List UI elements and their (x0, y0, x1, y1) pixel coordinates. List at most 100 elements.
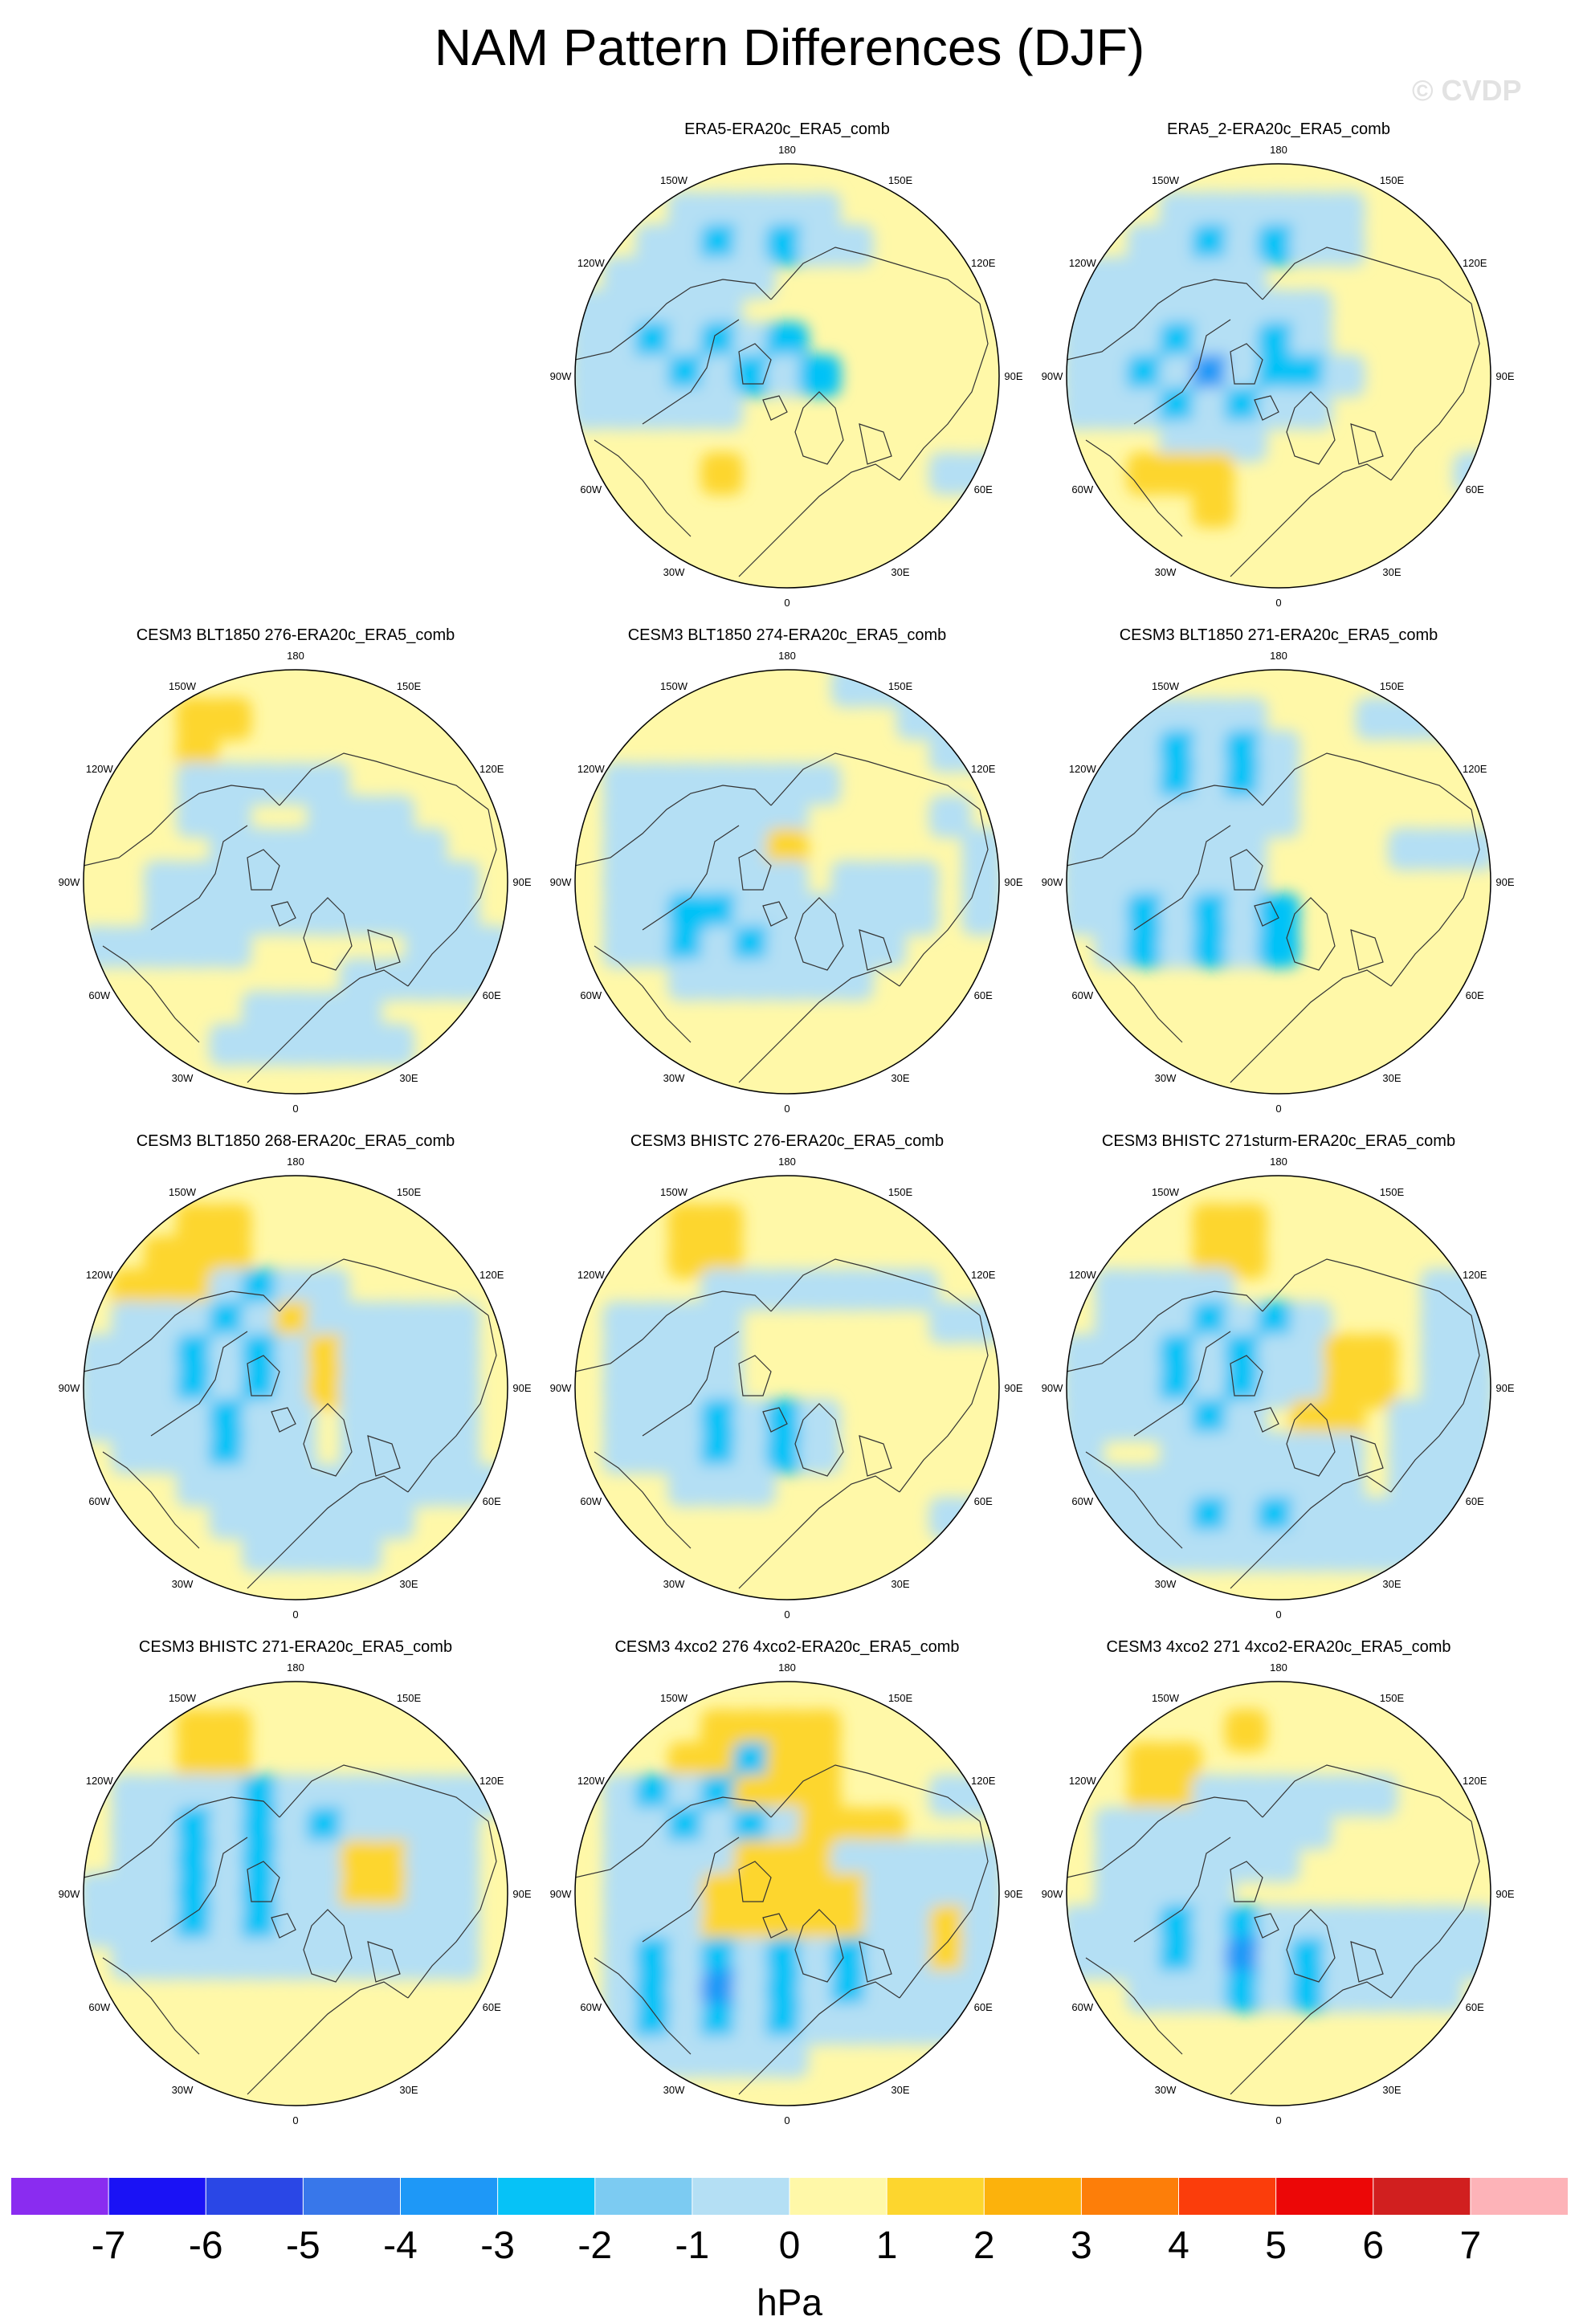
contour-cell (798, 1905, 841, 1947)
colorbar-bin (1081, 2178, 1180, 2215)
contour-cell (1159, 1840, 1202, 1882)
contour-cell (274, 1334, 317, 1376)
lon-label: 120E (479, 1269, 504, 1281)
contour-cell (733, 191, 776, 234)
coastline (1390, 809, 1480, 987)
contour-cell (961, 893, 999, 936)
contour-cell (667, 1399, 711, 1441)
contour-cell (798, 224, 841, 267)
coastline (407, 1820, 497, 1999)
contour-cell (798, 893, 841, 936)
lon-label: 180 (287, 650, 304, 662)
contour-cell (1225, 1431, 1267, 1474)
contour-cell (372, 860, 415, 903)
lon-label: 60E (1466, 1495, 1484, 1507)
contour-cell (1225, 1366, 1267, 1409)
contour-cell (667, 224, 711, 267)
contour-cell (667, 1905, 711, 1947)
contour-cell (928, 452, 972, 495)
contour-cell (339, 1872, 382, 1915)
contour-cell (667, 1742, 711, 1784)
contour-cell (667, 925, 711, 968)
polar-map: 180 150E 120E 90E 60E 30E 0 30W 60W 90W 120W 150W (550, 1661, 1023, 2126)
contour-cell (1355, 1905, 1398, 1947)
contour-cell (798, 2003, 841, 2045)
coastline (770, 752, 981, 810)
contour-cell (1290, 1774, 1332, 1817)
contour-cell (1192, 762, 1235, 805)
contour-cell (602, 893, 646, 936)
polar-map: 180 150E 120E 90E 60E 30E 0 30W 60W 90W 120W 150W (550, 1156, 1023, 1621)
contour-cell (274, 1529, 317, 1572)
contour-cell (830, 893, 874, 936)
lon-label: 90E (1495, 1382, 1514, 1394)
lon-label: 0 (784, 597, 790, 609)
contour-cell (635, 860, 678, 903)
contour-cell (1067, 1366, 1104, 1409)
coastline (738, 1861, 772, 1902)
contour-cell (1257, 1431, 1300, 1474)
contour-cell (700, 1970, 744, 2013)
coastline (738, 1475, 900, 1589)
coastline (762, 1913, 788, 1939)
contour-cell (602, 322, 646, 365)
contour-cell (1257, 1774, 1300, 1817)
contour-cell (635, 1301, 678, 1344)
contour-cell (602, 1366, 646, 1409)
contour-cell (765, 1937, 809, 1980)
contour-cell (667, 322, 711, 365)
contour-cell (209, 1464, 252, 1507)
lon-label: 60W (1071, 483, 1093, 495)
contour-cell (307, 1464, 349, 1507)
contour-cell (1355, 1970, 1398, 2013)
contour-cell (765, 322, 809, 365)
contour-cell (1094, 1807, 1137, 1850)
contour-cell (1322, 1497, 1365, 1539)
contour-cell (1067, 354, 1104, 398)
contour-cell (1067, 893, 1104, 936)
contour-cell (1225, 1709, 1267, 1752)
contour-cell (176, 762, 219, 805)
contour-cell (274, 1774, 317, 1817)
contour-cell (1225, 191, 1267, 234)
contour-cell (405, 1905, 447, 1947)
coastline (1230, 463, 1392, 577)
coastline (642, 1837, 740, 1943)
contour-cell (307, 1366, 349, 1409)
contour-cell (602, 1840, 646, 1882)
lon-label: 0 (292, 2114, 298, 2126)
map-boundary (1066, 1681, 1491, 2106)
contour-cell (700, 1268, 744, 1311)
contour-cell (1094, 322, 1137, 365)
contour-cell (144, 1937, 186, 1980)
contour-cell (1355, 1497, 1398, 1539)
map-boundary (574, 163, 1000, 589)
lon-label: 180 (778, 1156, 796, 1168)
contour-cell (1225, 1970, 1267, 2013)
contour-cell (1094, 1268, 1137, 1311)
contour-cell (798, 925, 841, 968)
map-boundary (83, 1175, 508, 1600)
contour-cell (372, 1023, 415, 1066)
contour-cell (1159, 1742, 1202, 1784)
contour-cell (176, 893, 219, 936)
contour-cell (242, 1872, 284, 1915)
lon-label: 90E (512, 1382, 531, 1394)
contour-cell (372, 1872, 415, 1915)
contour-cell (209, 1840, 252, 1882)
map-panel: CESM3 BLT1850 268-ERA20c_ERA5_comb 180 150… (48, 1124, 543, 1622)
contour-cell (830, 1970, 874, 2013)
contour-cell (111, 1774, 154, 1817)
contour-cell (830, 925, 874, 968)
contour-cell (437, 958, 480, 1001)
contour-cell (602, 762, 646, 805)
contour-cell (1225, 893, 1267, 936)
contour-cell (700, 2035, 744, 2078)
contour-cell (765, 1709, 809, 1752)
coastline (1230, 849, 1263, 891)
lon-label: 0 (292, 1608, 298, 1621)
contour-cell (1094, 1840, 1137, 1882)
contour-cell (635, 1840, 678, 1882)
contour-cell (667, 893, 711, 936)
coastline (367, 929, 401, 971)
